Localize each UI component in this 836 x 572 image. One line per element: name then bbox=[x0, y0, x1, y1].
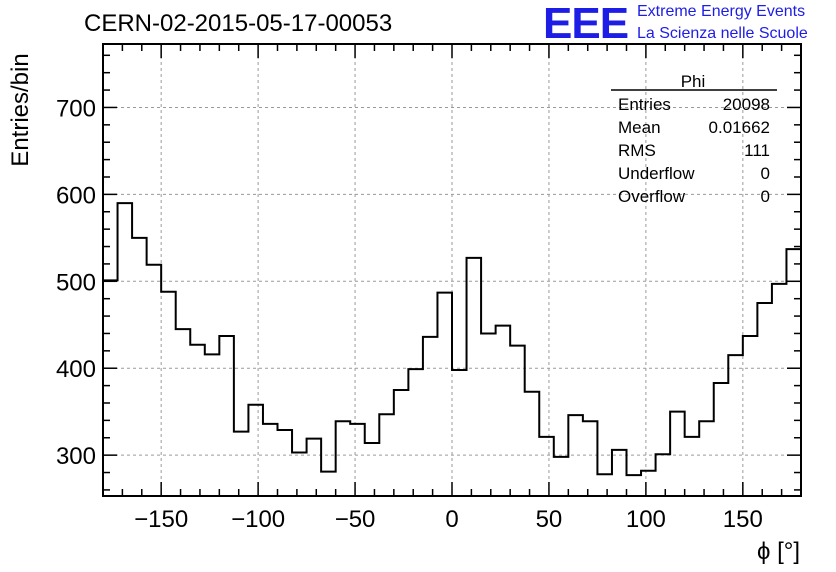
histogram-bin bbox=[394, 390, 409, 496]
stats-label: Underflow bbox=[618, 164, 695, 183]
histogram-bin bbox=[350, 424, 365, 496]
x-tick-label: 0 bbox=[445, 506, 458, 533]
x-axis-label: ϕ [°] bbox=[757, 538, 800, 565]
stats-label: Overflow bbox=[618, 187, 686, 206]
histogram-bin bbox=[656, 454, 671, 496]
logo-line-2: La Scienza nelle Scuole bbox=[637, 25, 808, 42]
histogram-bin bbox=[481, 333, 496, 496]
histogram-bin bbox=[234, 432, 249, 496]
histogram-bin bbox=[336, 421, 351, 496]
histogram-bin bbox=[786, 249, 801, 496]
histogram-bin bbox=[612, 450, 627, 496]
histogram-bin bbox=[307, 439, 322, 496]
histogram-series bbox=[102, 202, 802, 496]
axis-tick-labels: −150 −100 −50 0 50 100 150 300 400 500 600 700 bbox=[56, 95, 763, 533]
histogram-bin bbox=[278, 430, 293, 496]
histogram-bin bbox=[190, 345, 205, 496]
stats-value: 111 bbox=[744, 141, 770, 160]
histogram-bin bbox=[554, 457, 569, 496]
axis-ticks bbox=[102, 44, 802, 496]
histogram-bin bbox=[292, 453, 307, 496]
histogram-bin bbox=[321, 472, 336, 496]
histogram-bin bbox=[728, 355, 743, 496]
y-tick-label: 300 bbox=[56, 443, 96, 470]
histogram-bin bbox=[408, 369, 423, 496]
chart-title: CERN-02-2015-05-17-00053 bbox=[84, 10, 393, 37]
histogram-bin bbox=[103, 280, 118, 496]
eee-logo: EEE bbox=[543, 0, 629, 48]
histogram-bin bbox=[714, 383, 729, 496]
x-tick-label: −150 bbox=[134, 506, 188, 533]
histogram-bin bbox=[670, 412, 685, 496]
histogram-bin bbox=[176, 329, 191, 496]
histogram-bin bbox=[641, 471, 656, 496]
histogram-bin bbox=[263, 424, 278, 496]
x-tick-label: 50 bbox=[536, 506, 563, 533]
histogram-bin bbox=[147, 265, 162, 496]
histogram-bin bbox=[365, 443, 380, 496]
histogram-bin bbox=[248, 405, 263, 496]
histogram-bin bbox=[685, 437, 700, 496]
logo-line-1: Extreme Energy Events bbox=[637, 3, 806, 20]
y-tick-label: 400 bbox=[56, 356, 96, 383]
histogram-bin bbox=[118, 203, 133, 496]
histogram-bin bbox=[161, 292, 176, 496]
histogram-bin bbox=[772, 284, 787, 496]
histogram-outline bbox=[102, 202, 802, 496]
grid-lines bbox=[103, 44, 801, 496]
histogram-bin bbox=[583, 421, 598, 496]
stats-label: Entries bbox=[618, 95, 671, 114]
histogram-bin bbox=[525, 392, 540, 496]
stats-value: 0 bbox=[761, 164, 770, 183]
histogram-bin bbox=[205, 354, 220, 496]
histogram-bin bbox=[757, 303, 772, 496]
stats-value: 0.01662 bbox=[709, 118, 770, 137]
histogram-bin bbox=[699, 421, 714, 496]
stats-value: 20098 bbox=[723, 95, 770, 114]
stats-label: RMS bbox=[618, 141, 656, 160]
histogram-bin bbox=[597, 474, 612, 496]
stats-value: 0 bbox=[761, 187, 770, 206]
x-tick-label: 100 bbox=[626, 506, 666, 533]
histogram-bin bbox=[627, 475, 642, 496]
x-tick-label: 150 bbox=[723, 506, 763, 533]
x-tick-label: −100 bbox=[231, 506, 285, 533]
y-tick-label: 500 bbox=[56, 269, 96, 296]
histogram-bin bbox=[437, 293, 452, 496]
histogram-bin bbox=[539, 437, 554, 496]
histogram-bin bbox=[467, 258, 482, 496]
histogram-bin bbox=[423, 337, 438, 496]
histogram-bin bbox=[452, 370, 467, 496]
x-tick-label: −50 bbox=[335, 506, 376, 533]
stats-title: Phi bbox=[681, 72, 706, 91]
histogram-bin bbox=[568, 415, 583, 496]
histogram-bin bbox=[496, 326, 511, 496]
y-tick-label: 600 bbox=[56, 182, 96, 209]
stats-box: Phi Entries 20098 Mean 0.01662 RMS 111 Underfl… bbox=[611, 72, 777, 206]
histogram-bin bbox=[219, 336, 234, 496]
y-axis-label: Entries/bin bbox=[7, 53, 34, 166]
histogram-bin bbox=[743, 336, 758, 496]
y-tick-label: 700 bbox=[56, 95, 96, 122]
stats-label: Mean bbox=[618, 118, 661, 137]
histogram-bin bbox=[132, 238, 147, 496]
